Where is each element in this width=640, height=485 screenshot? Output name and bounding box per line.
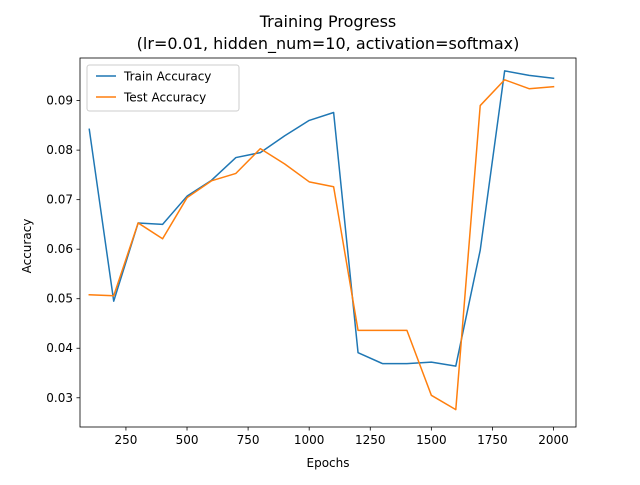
chart-subtitle: (lr=0.01, hidden_num=10, activation=soft… <box>137 34 520 54</box>
legend-label-1: Train Accuracy <box>123 70 211 84</box>
axes-frame <box>79 57 577 428</box>
y-axis-label: Accuracy <box>20 219 34 274</box>
x-tick-label: 1500 <box>416 433 447 447</box>
series-line-1 <box>88 70 555 367</box>
x-axis-label: Epochs <box>307 456 350 470</box>
y-tick-label: 0.06 <box>46 242 73 256</box>
x-tick-label: 2000 <box>538 433 569 447</box>
x-tick-label: 500 <box>176 433 199 447</box>
legend-box <box>86 64 240 112</box>
series-line-2 <box>88 79 555 411</box>
x-tick-label: 250 <box>114 433 137 447</box>
chart-title: Training Progress <box>259 12 397 31</box>
x-tick-label: 1750 <box>477 433 508 447</box>
y-tick-label: 0.03 <box>46 391 73 405</box>
x-tick-label: 750 <box>237 433 260 447</box>
y-tick-label: 0.05 <box>46 292 73 306</box>
x-tick-label: 1000 <box>294 433 325 447</box>
plot-area: 250 500 750 1000 1250 1500 1750 2000 0.03 0.04 0.0… <box>46 57 577 447</box>
y-tick-label: 0.08 <box>46 143 73 157</box>
y-tick-label: 0.09 <box>46 94 73 108</box>
legend: Train Accuracy Test Accuracy <box>86 64 240 112</box>
y-tick-label: 0.04 <box>46 341 73 355</box>
legend-label-2: Test Accuracy <box>123 91 206 105</box>
x-tick-label: 1250 <box>355 433 386 447</box>
y-tick-label: 0.07 <box>46 193 73 207</box>
